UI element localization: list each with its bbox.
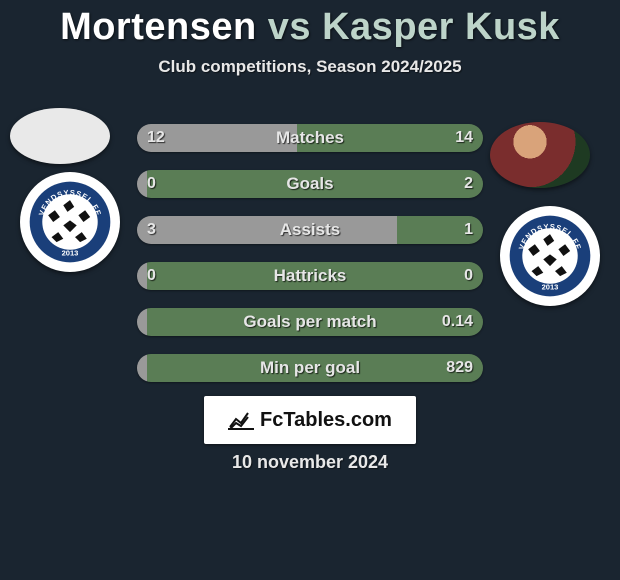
stat-row: Matches1214: [137, 124, 483, 152]
stat-bar-track: [137, 308, 483, 336]
player2-avatar: [490, 122, 590, 188]
stat-bar-track: [137, 354, 483, 382]
stat-bar-left: [137, 124, 297, 152]
stat-bar-left: [137, 170, 147, 198]
stat-bar-right: [397, 216, 484, 244]
stat-bar-track: [137, 170, 483, 198]
stat-bars: Matches1214 Goals02 Assists31 Hattricks00 Go…: [137, 124, 483, 400]
stat-row: Goals per match0.14: [137, 308, 483, 336]
stat-bar-track: [137, 262, 483, 290]
stat-bar-right: [147, 262, 483, 290]
stat-bar-right: [147, 170, 483, 198]
subtitle: Club competitions, Season 2024/2025: [0, 57, 620, 77]
stat-bar-track: [137, 216, 483, 244]
stat-bar-left: [137, 354, 147, 382]
stat-bar-left: [137, 262, 147, 290]
title-vs: vs: [268, 6, 311, 48]
stat-bar-left: [137, 216, 397, 244]
stat-bar-track: [137, 124, 483, 152]
stat-bar-right: [297, 124, 483, 152]
player1-avatar: [10, 108, 110, 164]
svg-text:2013: 2013: [542, 283, 559, 292]
svg-text:2013: 2013: [62, 249, 79, 258]
player1-club-badge: VENDSYSSEL FF 2013: [20, 172, 120, 272]
stat-row: Assists31: [137, 216, 483, 244]
fctables-badge: FcTables.com: [204, 396, 416, 444]
fctables-label: FcTables.com: [260, 409, 392, 432]
club-crest-icon: VENDSYSSEL FF 2013: [508, 214, 592, 298]
stat-row: Goals02: [137, 170, 483, 198]
stat-row: Min per goal829: [137, 354, 483, 382]
club-crest-icon: VENDSYSSEL FF 2013: [28, 180, 112, 264]
page-title: Mortensen vs Kasper Kusk: [0, 0, 620, 49]
stat-bar-right: [147, 354, 483, 382]
title-player2: Kasper Kusk: [322, 6, 560, 48]
player2-club-badge: VENDSYSSEL FF 2013: [500, 206, 600, 306]
stat-bar-left: [137, 308, 147, 336]
title-player1: Mortensen: [60, 6, 257, 48]
stat-bar-right: [147, 308, 483, 336]
chart-icon: [228, 409, 254, 431]
stat-row: Hattricks00: [137, 262, 483, 290]
date-text: 10 november 2024: [0, 452, 620, 473]
